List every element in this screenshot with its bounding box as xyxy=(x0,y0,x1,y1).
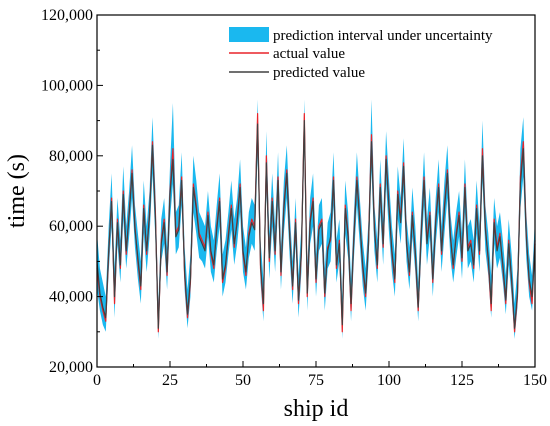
y-tick-label: 80,000 xyxy=(49,148,93,165)
x-tick-label: 150 xyxy=(523,372,547,389)
x-axis-title: ship id xyxy=(284,396,349,422)
x-tick-label: 100 xyxy=(377,372,401,389)
y-tick-label: 20,000 xyxy=(49,359,93,376)
plot-area xyxy=(96,99,536,339)
x-tick-label: 125 xyxy=(450,372,474,389)
y-tick-label: 40,000 xyxy=(49,289,93,306)
axis-ticks: 0 25 50 75 100 125 150 20,000 40,000 60,000 80,000… xyxy=(41,7,547,389)
legend-label-predicted-value: predicted value xyxy=(273,65,365,81)
x-tick-label: 75 xyxy=(308,372,324,389)
x-tick-label: 25 xyxy=(162,372,178,389)
legend-label-actual-value: actual value xyxy=(273,46,345,62)
legend: prediction interval under uncertainty ac… xyxy=(229,27,493,81)
legend-label-prediction-interval: prediction interval under uncertainty xyxy=(273,28,493,44)
y-tick-label: 120,000 xyxy=(41,7,93,24)
prediction-interval-band xyxy=(97,99,535,339)
x-tick-label: 0 xyxy=(93,372,101,389)
y-tick-label: 60,000 xyxy=(49,218,93,235)
y-tick-label: 100,000 xyxy=(41,77,93,94)
x-tick-label: 50 xyxy=(235,372,251,389)
predicted-value-line xyxy=(96,119,536,329)
y-axis-title: time (s) xyxy=(4,154,30,228)
legend-swatch-prediction-interval xyxy=(229,27,269,42)
